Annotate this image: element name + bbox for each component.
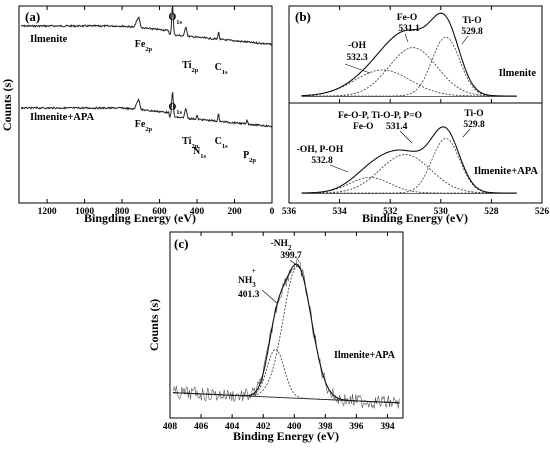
panel-c-ylabel: Counts (s) — [147, 299, 161, 351]
fit-envelope — [301, 126, 517, 194]
b-arrow-tio — [461, 35, 469, 45]
b-arrow-feop — [399, 130, 413, 144]
spectrum-ilmenite — [20, 6, 272, 47]
panel-a-xlabel: Bingding Energy (eV) — [84, 211, 196, 225]
x-tick-label: 394 — [380, 422, 395, 432]
panel-a-ylabel: Counts (s) — [0, 79, 14, 131]
x-tick-label: 530 — [434, 207, 449, 217]
fit-component — [173, 265, 400, 404]
panel-b-ticks: 536 534 532 530 528 526 — [282, 6, 550, 217]
panel-c: (c) 408 406 404 402 400 398 396 394 -NH2 399.7 … — [147, 231, 404, 443]
panel-a-tag: (a) — [25, 9, 40, 24]
peak-label: C1s — [215, 136, 228, 150]
c-nh3-value: 401.3 — [238, 290, 260, 300]
b-bot-tio-label: Ti-O — [464, 109, 483, 119]
fit-component — [301, 154, 517, 194]
x-tick-label: 600 — [152, 207, 167, 217]
spectrum-ilmenite-apa — [20, 91, 272, 128]
x-tick-label: 404 — [225, 422, 240, 432]
b-bot-feo-value: 531.4 — [386, 122, 408, 132]
x-tick-label: 1000 — [75, 207, 94, 217]
panel-b: (b) 536 534 532 530 528 526 Ilmenite Ilmenite… — [282, 5, 550, 225]
x-tick-label: 800 — [115, 207, 130, 217]
b-bot-ohpoh-label: -OH, P-OH — [297, 145, 344, 155]
peak-label: Fe2p — [135, 39, 153, 53]
b-bot-feop-label: Fe-O-P, Ti-O-P, P=O — [338, 111, 422, 121]
peak-label: Fe2p — [135, 119, 153, 133]
panel-c-xlabel: Binding Energy (eV) — [233, 429, 339, 443]
panel-b-tag: (b) — [295, 9, 311, 24]
c-arrow-nh3 — [261, 289, 278, 304]
b-arrow-feo — [404, 33, 409, 43]
panel-b-sample-top: Ilmenite — [499, 68, 537, 79]
x-tick-label: 532 — [383, 207, 398, 217]
x-tick-label: 406 — [194, 422, 209, 432]
b-arrow-ohpoh — [329, 164, 349, 173]
b-top-tio-value: 529.8 — [461, 27, 483, 37]
x-tick-label: 1200 — [38, 207, 57, 217]
b-arrow-tio-bot — [462, 128, 471, 138]
panel-c-sample: Ilmenite+APA — [334, 350, 396, 361]
x-tick-label: 400 — [287, 422, 302, 432]
fit-component — [301, 47, 517, 97]
x-tick-label: 408 — [163, 422, 178, 432]
panel-b-sample-bottom: Ilmenite+APA — [474, 166, 539, 177]
c-nh2-value: 399.7 — [280, 251, 302, 261]
x-tick-label: 536 — [282, 207, 297, 217]
peak-label: C1s — [215, 62, 228, 76]
b-bot-ohpoh-value: 532.8 — [311, 156, 333, 166]
peak-label: O1s — [168, 12, 182, 26]
panel-b-frame — [288, 5, 543, 204]
b-arrow-oh — [344, 63, 371, 74]
x-tick-label: 400 — [190, 207, 205, 217]
panel-a: (a) 1200 1000 800 600 400 200 0 Ilmenite Ilmen… — [0, 5, 275, 225]
x-tick-label: 528 — [484, 207, 499, 217]
b-top-oh-value: 532.3 — [346, 53, 368, 63]
x-tick-label: 534 — [332, 207, 347, 217]
panel-c-frame — [169, 231, 404, 419]
peak-label: N1s — [193, 146, 206, 160]
b-bot-feo-label: Fe-O — [353, 122, 374, 132]
panel-b-top-fit — [301, 12, 517, 97]
b-bot-tio-value: 529.8 — [463, 120, 485, 130]
b-top-oh-label: -OH — [348, 41, 367, 51]
c-arrow-nh2 — [289, 259, 301, 269]
c-nh2-label: -NH2 — [271, 239, 292, 252]
fit-component — [301, 69, 517, 97]
panel-c-fit — [173, 263, 400, 404]
panel-b-bottom-fit — [301, 126, 517, 194]
panel-a-frame — [18, 5, 273, 204]
b-top-feo-label: Fe-O — [397, 13, 418, 23]
panel-b-xlabel: Binding Energy (eV) — [362, 211, 468, 225]
fit-baseline — [173, 392, 400, 404]
peak-label: Ti2p — [182, 136, 199, 150]
panel-c-tag: (c) — [174, 236, 188, 251]
x-tick-label: 402 — [256, 422, 271, 432]
panel-c-raw-spectrum — [172, 257, 400, 409]
peak-label: Ti2p — [182, 60, 199, 74]
x-tick-label: 200 — [227, 207, 242, 217]
panel-c-ticks: 408 406 404 402 400 398 396 394 — [163, 232, 395, 432]
fit-component — [301, 177, 517, 194]
x-tick-label: 526 — [535, 207, 550, 217]
series-label-ilmenite-apa: Ilmenite+APA — [30, 112, 95, 123]
fit-envelope — [301, 12, 517, 97]
c-nh3-label: NH3+ — [238, 267, 256, 289]
peak-label: P2p — [243, 150, 256, 164]
panel-a-ticks: 1200 1000 800 600 400 200 0 — [38, 6, 275, 217]
x-tick-label: 398 — [318, 422, 333, 432]
fit-component — [301, 36, 517, 97]
b-top-tio-label: Ti-O — [462, 16, 481, 26]
b-top-feo-value: 531.1 — [398, 24, 420, 34]
x-tick-label: 396 — [349, 422, 364, 432]
x-tick-label: 0 — [270, 207, 275, 217]
series-label-ilmenite: Ilmenite — [30, 34, 68, 45]
peak-label: O1s — [168, 102, 182, 116]
